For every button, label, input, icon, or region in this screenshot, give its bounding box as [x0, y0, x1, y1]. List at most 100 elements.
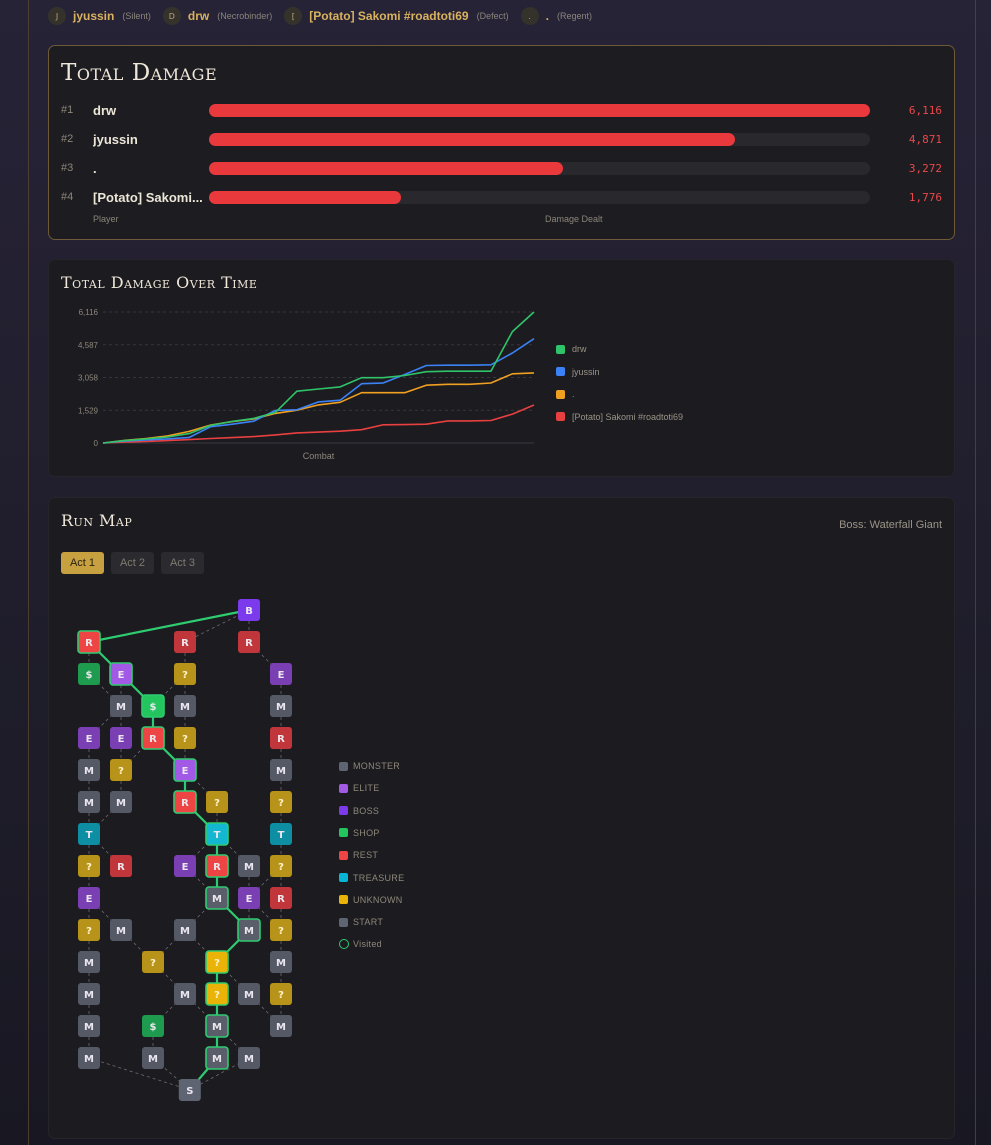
map-node[interactable]: $ — [141, 694, 165, 718]
legend-item[interactable]: [Potato] Sakomi #roadtoti69 — [556, 412, 683, 422]
map-node[interactable]: T — [205, 822, 229, 846]
map-node[interactable]: M — [174, 919, 196, 941]
legend-item[interactable]: . — [556, 389, 575, 399]
map-node[interactable]: E — [78, 727, 100, 749]
total-damage-panel: Total Damage #1 drw 6,116 #2 jyussin 4,871 #3.… — [48, 45, 955, 240]
map-node[interactable]: ? — [270, 919, 292, 941]
map-node[interactable]: M — [270, 759, 292, 781]
map-node[interactable]: E — [174, 855, 196, 877]
map-edge — [88, 1057, 190, 1091]
map-node[interactable]: M — [270, 951, 292, 973]
map-node[interactable]: E — [270, 663, 292, 685]
map-node[interactable]: R — [77, 630, 101, 654]
map-node[interactable]: M — [205, 1046, 229, 1070]
map-node[interactable]: M — [110, 919, 132, 941]
player-chip[interactable]: . . (Regent) — [520, 7, 592, 25]
map-node[interactable]: E — [173, 758, 197, 782]
svg-text:?: ? — [278, 798, 284, 809]
map-node[interactable]: ? — [205, 950, 229, 974]
map-node[interactable]: M — [78, 951, 100, 973]
map-node[interactable]: M — [238, 1047, 260, 1069]
map-node[interactable]: M — [78, 1015, 100, 1037]
map-legend-item: REST — [339, 850, 378, 860]
svg-text:R: R — [117, 862, 125, 873]
map-node[interactable]: M — [238, 983, 260, 1005]
map-node[interactable]: R — [110, 855, 132, 877]
svg-text:$: $ — [150, 1022, 157, 1033]
map-node[interactable]: ? — [142, 951, 164, 973]
map-node[interactable]: ? — [174, 663, 196, 685]
map-node[interactable]: ? — [205, 982, 229, 1006]
map-node[interactable]: R — [270, 727, 292, 749]
player-name: drw — [187, 9, 210, 23]
map-node[interactable]: M — [110, 695, 132, 717]
map-node[interactable]: E — [238, 887, 260, 909]
map-node[interactable]: M — [142, 1047, 164, 1069]
player-chip[interactable]: [ [Potato] Sakomi #roadtoti69 (Defect) — [284, 7, 509, 25]
map-node[interactable]: ? — [110, 759, 132, 781]
tab-act-2[interactable]: Act 2 — [111, 552, 154, 574]
legend-item[interactable]: jyussin — [556, 367, 600, 377]
legend-item[interactable]: drw — [556, 344, 587, 354]
map-node[interactable]: M — [270, 1015, 292, 1037]
map-node[interactable]: R — [141, 726, 165, 750]
tab-act-3[interactable]: Act 3 — [161, 552, 204, 574]
map-node[interactable]: T — [270, 823, 292, 845]
map-node[interactable]: M — [78, 1047, 100, 1069]
svg-text:M: M — [276, 702, 286, 713]
frame-line-left — [28, 0, 29, 1145]
map-node[interactable]: B — [238, 599, 260, 621]
map-node[interactable]: ? — [174, 727, 196, 749]
map-node[interactable]: M — [205, 886, 229, 910]
map-node[interactable]: R — [238, 631, 260, 653]
rank-label: #1 — [61, 104, 74, 116]
map-node[interactable]: M — [174, 695, 196, 717]
tab-act-1[interactable]: Act 1 — [61, 552, 104, 574]
svg-text:?: ? — [214, 958, 220, 969]
map-node[interactable]: T — [78, 823, 100, 845]
map-node[interactable]: M — [78, 759, 100, 781]
player-chip[interactable]: J jyussin (Silent) — [48, 7, 151, 25]
map-node[interactable]: M — [110, 791, 132, 813]
map-node[interactable]: R — [205, 854, 229, 878]
map-node[interactable]: R — [173, 790, 197, 814]
map-node[interactable]: ? — [270, 855, 292, 877]
svg-text:?: ? — [86, 862, 92, 873]
map-node[interactable]: E — [78, 887, 100, 909]
map-node[interactable]: $ — [142, 1015, 164, 1037]
svg-text:?: ? — [278, 990, 284, 1001]
player-name: drw — [93, 103, 117, 118]
player-class: (Regent) — [556, 11, 592, 21]
map-node[interactable]: R — [270, 887, 292, 909]
legend-swatch — [556, 389, 565, 399]
map-node[interactable]: M — [205, 1014, 229, 1038]
map-node[interactable]: ? — [78, 855, 100, 877]
map-node[interactable]: M — [237, 918, 261, 942]
map-node[interactable]: M — [78, 983, 100, 1005]
map-node[interactable]: ? — [206, 791, 228, 813]
map-node[interactable]: M — [174, 983, 196, 1005]
svg-text:M: M — [244, 1054, 254, 1065]
damage-row: #1 drw 6,116 — [49, 101, 954, 121]
player-class: (Necrobinder) — [217, 11, 273, 21]
damage-row: #4 [Potato] Sakomi... 1,776 — [49, 188, 954, 208]
avatar: J — [48, 7, 66, 25]
map-node[interactable]: R — [174, 631, 196, 653]
player-class: (Defect) — [476, 11, 509, 21]
legend-label: drw — [572, 344, 587, 354]
damage-over-time-panel: Total Damage Over Time 0 1,529 3,058 4,587 6… — [48, 259, 955, 477]
player-chip[interactable]: D drw (Necrobinder) — [162, 7, 273, 25]
damage-bar-track — [209, 162, 870, 175]
map-node[interactable]: ? — [270, 791, 292, 813]
map-node[interactable]: M — [238, 855, 260, 877]
svg-text:M: M — [212, 1054, 222, 1065]
map-node[interactable]: ? — [270, 983, 292, 1005]
map-node[interactable]: S — [178, 1079, 201, 1101]
map-node[interactable]: ? — [78, 919, 100, 941]
map-node[interactable]: E — [109, 662, 133, 686]
map-node[interactable]: E — [110, 727, 132, 749]
map-node[interactable]: M — [78, 791, 100, 813]
map-node[interactable]: $ — [78, 663, 100, 685]
map-node[interactable]: M — [270, 695, 292, 717]
legend-swatch — [556, 412, 565, 421]
